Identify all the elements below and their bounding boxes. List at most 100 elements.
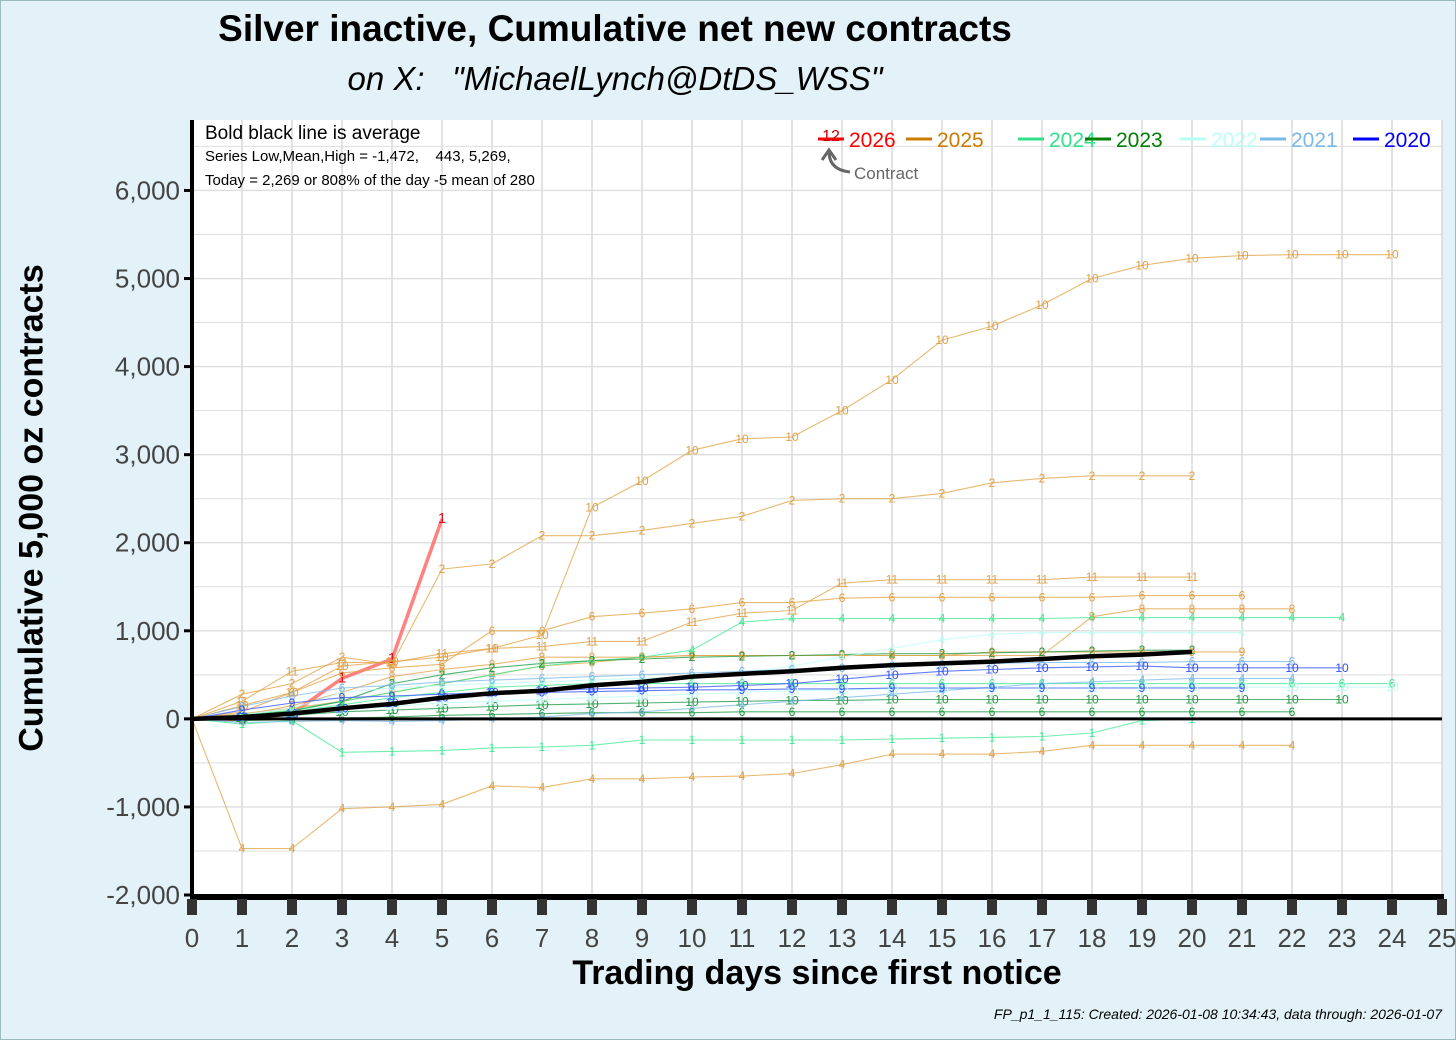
series-line [191, 595, 1242, 720]
point-label: 8 [1289, 602, 1296, 616]
legend-item: 2024 [1018, 129, 1096, 152]
point-label: 10 [1085, 681, 1099, 695]
y-tick-label: 5,000 [115, 264, 180, 294]
point-label: 11 [786, 604, 799, 618]
point-label: 4 [1089, 738, 1096, 752]
point-label: 11 [886, 573, 899, 587]
point-label: 1 [1139, 714, 1146, 728]
point-label: 11 [736, 606, 749, 620]
point-label: 2 [739, 509, 746, 523]
point-label: 11 [586, 634, 599, 648]
point-label: 1 [289, 714, 296, 728]
point-label: 4 [239, 842, 246, 856]
point-label: 8 [639, 650, 646, 664]
legend-label: 2023 [1116, 129, 1163, 152]
point-label: 6 [1089, 705, 1096, 719]
grid-lines [191, 120, 1443, 895]
point-label: 2 [889, 492, 896, 506]
point-label: 4 [539, 710, 546, 724]
x-tick-label: 16 [978, 923, 1007, 953]
legend-label: 2025 [937, 129, 984, 152]
point-label: 10 [735, 685, 749, 699]
point-label: 10 [985, 692, 999, 706]
point-label: 6 [1039, 705, 1046, 719]
point-label: 9 [1139, 645, 1146, 659]
x-tick-mark [787, 899, 797, 915]
point-label: 6 [689, 677, 696, 691]
point-label: 4 [1289, 671, 1296, 685]
point-label: 9 [389, 689, 396, 703]
point-label: 6 [539, 671, 546, 685]
point-label: 2 [439, 668, 446, 682]
annotation-line-2: Series Low,Mean,High = -1,472, 443, 5,26… [205, 148, 511, 165]
point-label: 6 [1289, 705, 1296, 719]
point-label: 10 [1185, 251, 1199, 265]
point-label: 6 [839, 705, 846, 719]
legend-item: 2021 [1260, 129, 1338, 152]
point-label: 4 [1139, 673, 1146, 687]
point-label: 10 [1235, 249, 1249, 263]
point-label: 4 [889, 747, 896, 761]
point-label: 4 [1239, 626, 1246, 640]
point-label: 4 [889, 641, 896, 655]
point-label: 6 [1239, 655, 1246, 669]
legend-item: 12 2026 [818, 128, 896, 152]
point-label: 6 [1339, 677, 1346, 691]
point-label: 1 [739, 733, 746, 747]
point-label: 10 [935, 692, 949, 706]
legend-label: 2020 [1384, 129, 1431, 152]
point-label: 6 [389, 678, 396, 692]
point-label: 4 [739, 615, 746, 629]
point-label: 10 [585, 697, 599, 711]
point-label: 4 [939, 633, 946, 647]
point-label: 9 [689, 648, 696, 662]
x-tick-label: 1 [235, 923, 249, 953]
point-label: 10 [1185, 661, 1199, 675]
series-line [191, 718, 1193, 753]
point-label: 2 [239, 687, 246, 701]
point-label: 6 [439, 657, 446, 671]
point-label: 1 [339, 745, 346, 759]
point-label: 10 [535, 628, 549, 642]
legend-item: 2022 [1180, 129, 1258, 152]
point-label: 9 [839, 648, 846, 662]
point-label: 2 [839, 648, 846, 662]
series-line [191, 677, 1292, 723]
point-label: 6 [439, 708, 446, 722]
point-label: 6 [939, 677, 946, 691]
point-label: 10 [435, 701, 449, 715]
point-label: 10 [585, 501, 599, 515]
point-label: 4 [289, 703, 296, 717]
point-label: 1 [939, 731, 946, 745]
point-label: 8 [339, 685, 346, 699]
point-label: 6 [689, 706, 696, 720]
point-label: 2 [589, 654, 596, 668]
point-label: 9 [439, 687, 446, 701]
point-label: 6 [339, 698, 346, 712]
y-tick-label: 2,000 [115, 528, 180, 558]
point-label: 6 [289, 685, 296, 699]
point-label: 2 [339, 650, 346, 664]
x-tick-label: 4 [385, 923, 399, 953]
point-label: 10 [935, 664, 949, 678]
point-label: 8 [539, 650, 546, 664]
point-label: 8 [889, 648, 896, 662]
point-label: 4 [1039, 744, 1046, 758]
point-label: 10 [735, 432, 749, 446]
point-label: 6 [539, 678, 546, 692]
point-label: 2 [339, 694, 346, 708]
point-label: 8 [289, 699, 296, 713]
x-tick-label: 0 [185, 923, 199, 953]
point-label: 11 [1136, 570, 1149, 584]
point-label: 4 [1089, 675, 1096, 689]
point-label: 6 [589, 706, 596, 720]
point-label: 2 [889, 647, 896, 661]
chart-subtitle: on X: "MichaelLynch@DtDS_WSS" [347, 60, 883, 97]
point-label: 4 [639, 705, 646, 719]
point-label: 9 [789, 682, 796, 696]
point-label: 10 [435, 650, 449, 664]
point-label: 10 [1285, 248, 1299, 262]
point-label: 4 [789, 611, 796, 625]
point-label: 10 [1135, 680, 1149, 694]
point-label: 6 [739, 705, 746, 719]
